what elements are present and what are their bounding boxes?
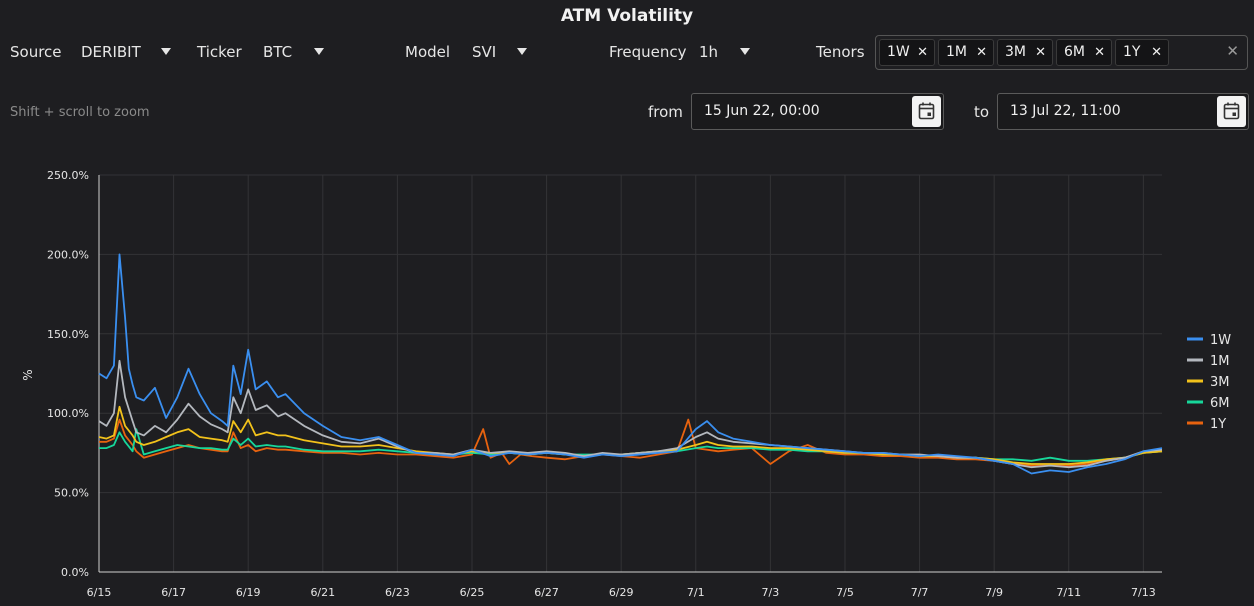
y-tick-label: 50.0%	[54, 487, 89, 500]
x-tick-label: 6/25	[460, 586, 485, 599]
model-chevron-down-icon[interactable]	[517, 48, 527, 55]
y-tick-label: 0.0%	[61, 566, 89, 579]
tenor-chip-1w[interactable]: 1W ✕	[879, 39, 935, 66]
axes: 0.0% 50.0% 100.0% 150.0% 200.0% 250.0% 6/15 6/1…	[47, 169, 1162, 599]
y-axis-label: %	[21, 369, 35, 380]
x-tick-label: 6/17	[161, 586, 186, 599]
tenor-chip-label: 3M	[1005, 44, 1026, 60]
grid	[98, 174, 1162, 573]
frequency-select[interactable]: 1h	[699, 43, 719, 61]
from-calendar-button[interactable]	[912, 96, 941, 127]
y-tick-label: 250.0%	[47, 169, 89, 182]
tenor-chip-label: 1M	[946, 44, 967, 60]
calendar-icon	[918, 102, 935, 120]
legend-label-6m[interactable]: 6M	[1210, 396, 1230, 411]
tenor-chip-label: 6M	[1064, 44, 1085, 60]
series-lines	[98, 253, 1163, 475]
x-tick-label: 7/5	[836, 586, 854, 599]
model-select[interactable]: SVI	[472, 43, 497, 61]
ticker-select[interactable]: BTC	[263, 43, 293, 61]
from-date-input[interactable]: 15 Jun 22, 00:00	[691, 93, 944, 130]
x-tick-label: 7/11	[1056, 586, 1081, 599]
clear-tenors-icon[interactable]: ✕	[1226, 42, 1239, 60]
x-tick-label: 6/29	[609, 586, 634, 599]
remove-tenor-icon[interactable]: ✕	[1151, 45, 1162, 60]
calendar-icon	[1223, 102, 1240, 120]
tenor-chip-6m[interactable]: 6M ✕	[1056, 39, 1112, 66]
y-tick-label: 200.0%	[47, 248, 89, 261]
tenor-chip-3m[interactable]: 3M ✕	[997, 39, 1053, 66]
from-date-value: 15 Jun 22, 00:00	[704, 103, 820, 119]
legend-label-1m[interactable]: 1M	[1210, 354, 1230, 369]
x-tick-label: 7/3	[762, 586, 780, 599]
x-tick-label: 6/23	[385, 586, 410, 599]
tenors-multiselect[interactable]: 1W ✕ 1M ✕ 3M ✕ 6M ✕ 1Y ✕ ✕	[875, 35, 1248, 70]
legend-label-3m[interactable]: 3M	[1210, 375, 1230, 390]
tenor-chip-label: 1Y	[1123, 44, 1141, 60]
x-tick-label: 7/9	[985, 586, 1003, 599]
y-tick-label: 100.0%	[47, 407, 89, 420]
x-tick-label: 7/13	[1131, 586, 1156, 599]
model-label: Model	[405, 43, 451, 61]
remove-tenor-icon[interactable]: ✕	[1094, 45, 1105, 60]
to-date-value: 13 Jul 22, 11:00	[1010, 103, 1121, 119]
series-line-1m	[98, 359, 1163, 469]
series-line-1y	[99, 418, 1163, 467]
x-tick-label: 6/27	[534, 586, 559, 599]
remove-tenor-icon[interactable]: ✕	[976, 45, 987, 60]
source-select[interactable]: DERIBIT	[81, 43, 141, 61]
to-calendar-button[interactable]	[1217, 96, 1246, 127]
to-label: to	[974, 103, 990, 121]
chart-title: ATM Volatility	[560, 6, 694, 26]
x-tick-label: 6/19	[236, 586, 261, 599]
series-line-3m	[98, 405, 1163, 465]
series-line-1w	[98, 253, 1163, 475]
source-chevron-down-icon[interactable]	[161, 48, 171, 55]
x-tick-label: 6/21	[310, 586, 335, 599]
tenor-chip-1m[interactable]: 1M ✕	[938, 39, 994, 66]
from-label: from	[648, 103, 683, 121]
frequency-chevron-down-icon[interactable]	[740, 48, 750, 55]
x-tick-label: 7/1	[687, 586, 705, 599]
legend-label-1y[interactable]: 1Y	[1210, 417, 1226, 432]
legend-label-1w[interactable]: 1W	[1210, 333, 1231, 348]
source-label: Source	[10, 43, 62, 61]
series-line-6m	[99, 428, 1163, 462]
zoom-hint: Shift + scroll to zoom	[10, 105, 150, 120]
remove-tenor-icon[interactable]: ✕	[917, 45, 928, 60]
to-date-input[interactable]: 13 Jul 22, 11:00	[997, 93, 1249, 130]
x-tick-label: 6/15	[87, 586, 112, 599]
x-tick-label: 7/7	[911, 586, 929, 599]
y-tick-label: 150.0%	[47, 328, 89, 341]
tenors-label: Tenors	[816, 43, 865, 61]
ticker-chevron-down-icon[interactable]	[314, 48, 324, 55]
tenor-chip-1y[interactable]: 1Y ✕	[1115, 39, 1169, 66]
frequency-label: Frequency	[609, 43, 687, 61]
remove-tenor-icon[interactable]: ✕	[1035, 45, 1046, 60]
tenor-chip-label: 1W	[887, 44, 910, 60]
ticker-label: Ticker	[197, 43, 242, 61]
legend: 1W 1M 3M 6M 1Y	[1187, 333, 1231, 432]
